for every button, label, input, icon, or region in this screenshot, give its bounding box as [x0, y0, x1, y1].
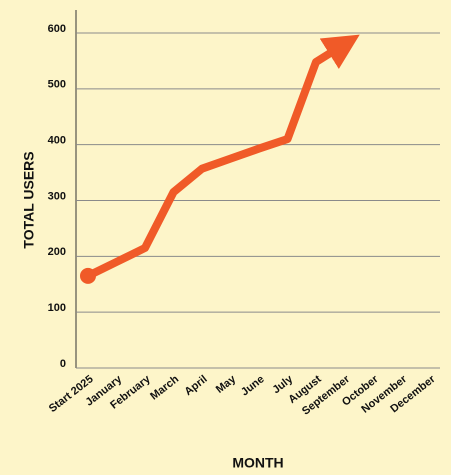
y-tick-label: 600 — [48, 23, 66, 35]
data-line — [86, 34, 360, 280]
y-tick-label: 500 — [48, 79, 66, 91]
y-tick-label: 300 — [48, 190, 66, 202]
start-point — [80, 267, 96, 284]
y-tick-label: 400 — [48, 135, 66, 147]
x-tick-label: June — [239, 373, 267, 398]
y-tick-label: 100 — [48, 302, 66, 314]
x-tick-label: May — [214, 373, 239, 396]
y-tick-label: 0 — [60, 358, 66, 370]
y-axis-label: TOTAL USERS — [21, 151, 37, 248]
y-tick-label: 200 — [48, 246, 66, 258]
x-tick-label: April — [182, 373, 209, 398]
x-tick-label: March — [148, 373, 181, 403]
x-axis-label: MONTH — [232, 455, 283, 471]
x-tick-label: Start 2025 — [47, 373, 96, 415]
